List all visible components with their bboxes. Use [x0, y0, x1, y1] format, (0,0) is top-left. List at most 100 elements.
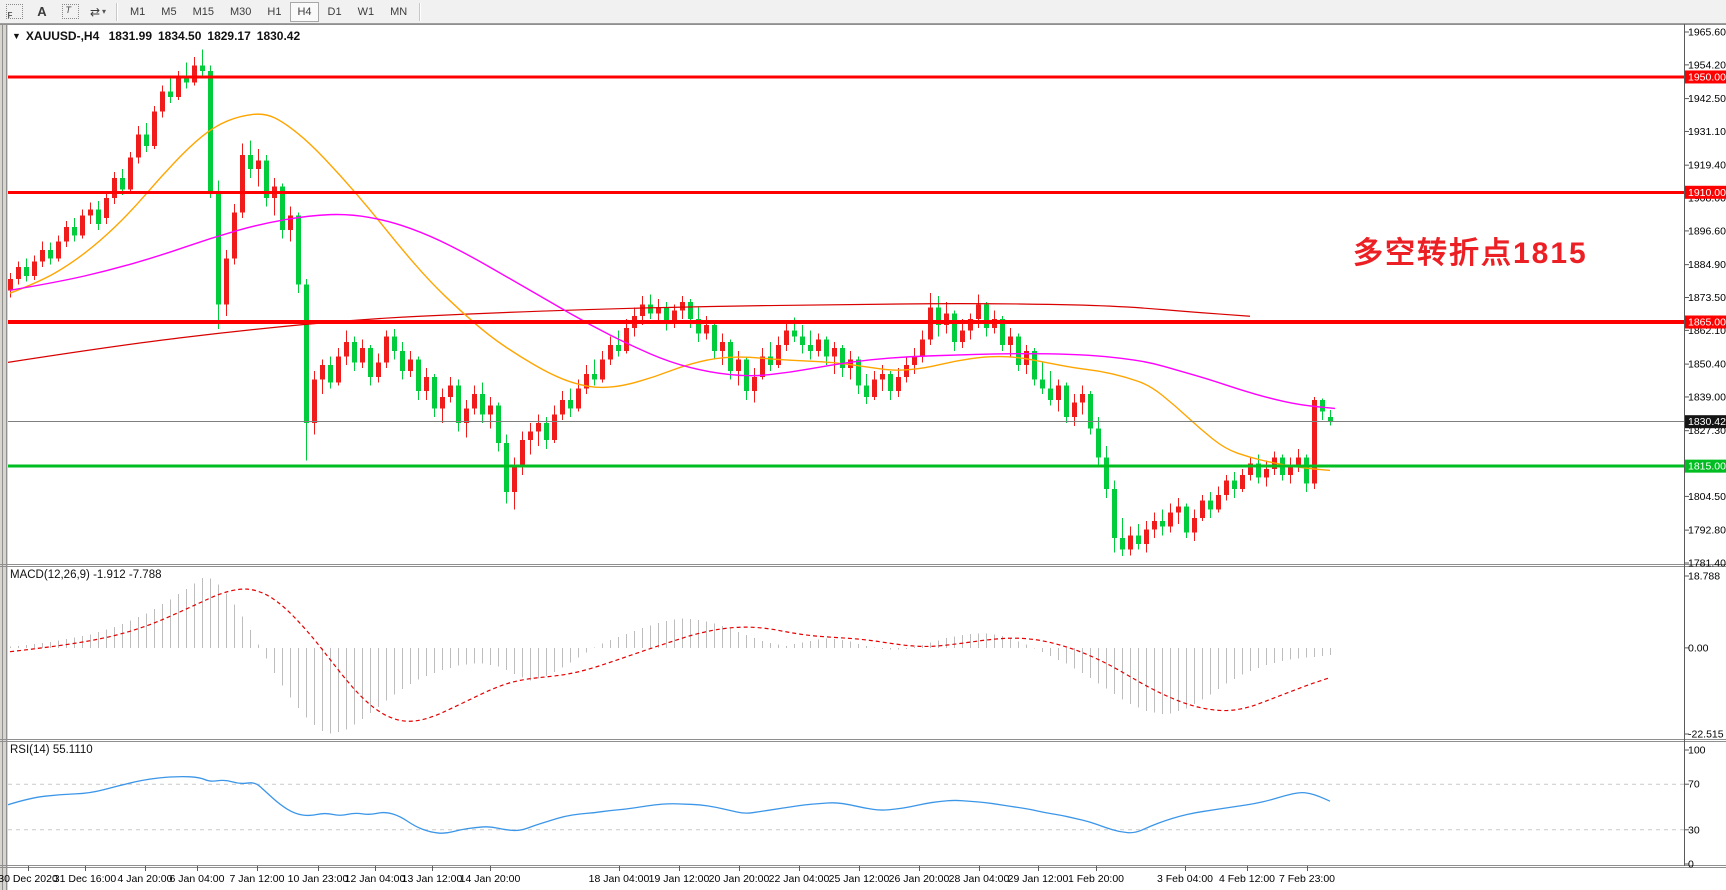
candle-body: [1040, 379, 1045, 389]
toolbar-separator: [419, 2, 422, 21]
candle-body: [1064, 385, 1069, 418]
chart-annotation-text[interactable]: 多空转折点1815: [1353, 237, 1588, 270]
price-badge-label: 1910.00: [1688, 187, 1726, 199]
candle-body: [112, 177, 117, 199]
timeframe-button-W1[interactable]: W1: [357, 5, 375, 18]
price-tick-label: 1781.40: [1688, 558, 1726, 570]
timeframe-button-D1[interactable]: D1: [327, 5, 342, 18]
time-tick-label[interactable]: 25 Jan 12:00: [829, 873, 890, 885]
time-tick-label[interactable]: 22 Jan 04:00: [769, 873, 830, 885]
price-tick-label: 1804.50: [1688, 491, 1726, 503]
candle-body: [464, 408, 469, 423]
candle-body: [608, 345, 613, 360]
timeframe-button-M15[interactable]: M15: [192, 5, 214, 18]
macd-tick-label: -22.515: [1688, 729, 1724, 741]
candle-body: [944, 313, 949, 325]
price-tick-label: 1792.80: [1688, 525, 1726, 537]
price-tick-label: 1873.50: [1688, 292, 1726, 304]
candle-body: [784, 330, 789, 346]
timeframe-button-H1[interactable]: H1: [267, 5, 282, 18]
candle-body: [296, 215, 301, 285]
candle-body: [144, 134, 149, 147]
time-tick-label[interactable]: 14 Jan 20:00: [460, 873, 521, 885]
candle-body: [88, 209, 93, 216]
price-badge-label: 1950.00: [1688, 71, 1726, 83]
rsi-indicator-label: RSI(14) 55.1110: [10, 744, 93, 756]
candle-body: [368, 347, 373, 377]
object-arrows-icon[interactable]: ⇄ ▾: [85, 2, 111, 21]
time-tick-label[interactable]: 1 Feb 20:00: [1068, 873, 1124, 885]
candle-body: [600, 359, 605, 380]
candle-body: [952, 313, 957, 343]
price-tick-label: 1954.20: [1688, 59, 1726, 71]
time-tick-label[interactable]: 18 Jan 04:00: [589, 873, 650, 885]
chart-title: ▼ XAUUSD-,H4 1831.99 1834.50 1829.17 1830.42: [12, 29, 306, 43]
candle-body: [1056, 385, 1061, 400]
candle-body: [360, 347, 365, 363]
time-tick-label[interactable]: 28 Jan 04:00: [949, 873, 1010, 885]
candle-body: [856, 359, 861, 386]
candle-body: [1208, 500, 1213, 510]
candle-body: [712, 324, 717, 351]
price-tick-label: 1919.40: [1688, 160, 1726, 172]
candle-body: [448, 385, 453, 397]
arrows-glyph: ⇄: [89, 4, 101, 19]
time-tick-label[interactable]: 12 Jan 04:00: [345, 873, 406, 885]
ohlc-open: 1831.99: [108, 29, 152, 43]
candle-body: [1000, 319, 1005, 346]
time-tick-label[interactable]: 7 Jan 12:00: [230, 873, 285, 885]
candle-body: [216, 192, 221, 305]
candle-body: [208, 71, 213, 193]
time-tick-label[interactable]: 4 Jan 20:00: [118, 873, 173, 885]
time-tick-label[interactable]: 10 Jan 23:00: [288, 873, 349, 885]
time-tick-label[interactable]: 4 Feb 12:00: [1219, 873, 1275, 885]
candle-body: [1088, 394, 1093, 429]
time-tick-label[interactable]: 7 Feb 23:00: [1279, 873, 1335, 885]
candle-body: [1248, 463, 1253, 475]
candle-body: [136, 134, 141, 158]
time-tick-label[interactable]: 20 Jan 20:00: [709, 873, 770, 885]
candle-body: [56, 241, 61, 259]
candle-body: [376, 362, 381, 377]
price-badge-label: 1830.42: [1688, 416, 1726, 428]
time-tick-label[interactable]: 13 Jan 12:00: [402, 873, 463, 885]
time-tick-label[interactable]: 30 Dec 2020: [0, 873, 58, 885]
candle-body: [576, 388, 581, 409]
candle-body: [824, 339, 829, 357]
candle-body: [1200, 500, 1205, 519]
candle-body: [152, 111, 157, 147]
time-tick-label[interactable]: 19 Jan 12:00: [649, 873, 710, 885]
candle-body: [1120, 538, 1125, 550]
timeframe-button-MN[interactable]: MN: [390, 5, 408, 18]
price-badge-label: 1815.00: [1688, 461, 1726, 473]
candle-body: [1096, 428, 1101, 458]
timeframe-button-M1[interactable]: M1: [130, 5, 146, 18]
rsi-tick-label: 70: [1688, 779, 1700, 791]
time-tick-label[interactable]: 6 Jan 04:00: [170, 873, 225, 885]
candle-body: [920, 339, 925, 357]
time-tick-label[interactable]: 3 Feb 04:00: [1157, 873, 1213, 885]
candle-body: [976, 304, 981, 320]
candle-body: [344, 342, 349, 357]
text-label-icon[interactable]: A: [37, 4, 47, 19]
candle-body: [616, 345, 621, 351]
time-tick-label[interactable]: 31 Dec 16:00: [54, 873, 117, 885]
candle-body: [1192, 518, 1197, 533]
candle-body: [8, 278, 13, 291]
indicator-frame-icon[interactable]: F: [1, 2, 27, 21]
candle-body: [800, 336, 805, 346]
timeframe-button-H4[interactable]: H4: [290, 1, 319, 22]
price-badge: [1685, 185, 1726, 199]
candle-body: [1232, 480, 1237, 490]
candle-body: [160, 91, 165, 112]
time-tick-label[interactable]: 29 Jan 12:00: [1008, 873, 1069, 885]
text-box-icon[interactable]: T: [57, 2, 83, 21]
candle-body: [1264, 469, 1269, 478]
timeframe-button-M30[interactable]: M30: [229, 5, 252, 18]
candle-body: [584, 373, 589, 389]
timeframe-button-M5[interactable]: M5: [161, 5, 177, 18]
collapse-triangle-icon[interactable]: ▼: [12, 31, 21, 41]
time-tick-label[interactable]: 26 Jan 20:00: [889, 873, 950, 885]
